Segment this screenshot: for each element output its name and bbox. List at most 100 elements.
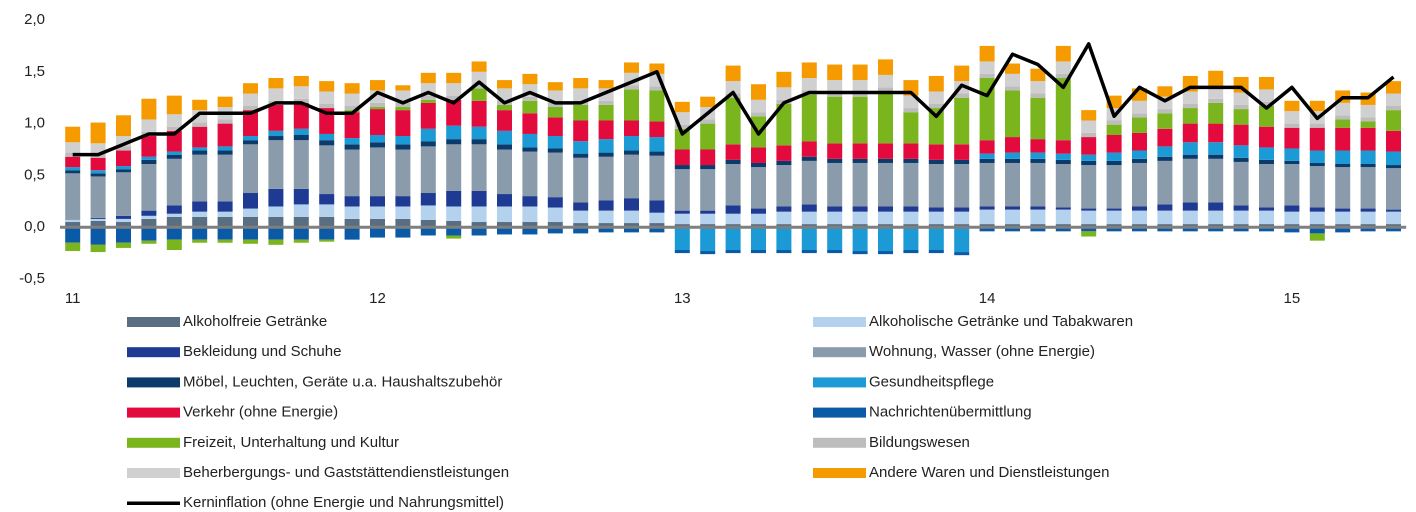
- bar-segment: [243, 144, 258, 194]
- bar-segment: [1081, 110, 1097, 121]
- bar-segment: [141, 218, 157, 228]
- bar-segment: [852, 92, 868, 97]
- legend-swatch: [813, 437, 866, 448]
- bar-segment: [116, 166, 131, 170]
- bar-segment: [471, 227, 487, 236]
- bar-segment: [624, 150, 639, 155]
- bar-segment: [370, 107, 385, 110]
- bar-segment: [1055, 227, 1071, 232]
- bar-segment: [827, 227, 843, 250]
- legend-swatch: [127, 468, 180, 478]
- bar-segment: [370, 134, 385, 143]
- bar-segment: [674, 128, 690, 150]
- bar-segment: [827, 162, 843, 207]
- bar-segment: [1030, 224, 1046, 228]
- bar-segment: [370, 80, 385, 91]
- bar-segment: [979, 162, 995, 207]
- bar-segment: [217, 201, 233, 212]
- legend-swatch: [813, 317, 866, 327]
- bar-segment: [674, 227, 690, 250]
- bar-segment: [1132, 150, 1147, 159]
- bar-segment: [1386, 130, 1401, 152]
- bar-segment: [1208, 158, 1224, 203]
- bar-segment: [471, 222, 487, 228]
- bar-segment: [268, 88, 284, 101]
- bar-segment: [116, 169, 131, 173]
- bar-segment: [547, 197, 563, 208]
- bar-segment: [1309, 166, 1325, 208]
- bar-segment: [420, 128, 436, 142]
- bar-segment: [1284, 148, 1300, 161]
- bar-segment: [90, 227, 106, 245]
- bar-segment: [116, 242, 131, 248]
- bar-segment: [1132, 132, 1147, 151]
- bar-segment: [573, 223, 589, 228]
- bar-segment: [1030, 93, 1046, 98]
- bar-segment: [243, 83, 258, 94]
- bar-segment: [116, 172, 131, 216]
- bar-segment: [522, 227, 538, 235]
- bar-segment: [344, 196, 360, 207]
- bar-segment: [446, 206, 462, 221]
- bar-segment: [903, 249, 919, 254]
- bar-segment: [141, 227, 157, 241]
- bar-segment: [776, 165, 792, 207]
- bar-segment: [370, 227, 385, 238]
- bar-segment: [370, 218, 385, 228]
- bar-segment: [547, 148, 563, 153]
- bar-segment: [928, 227, 944, 250]
- bar-segment: [725, 81, 741, 94]
- bar-segment: [1335, 164, 1351, 168]
- line: [72, 42, 1395, 157]
- bar-segment: [547, 222, 563, 228]
- bar-segment: [1055, 207, 1071, 210]
- bar-segment: [928, 75, 944, 92]
- bar-segment: [1030, 139, 1046, 153]
- bar-segment: [979, 158, 995, 163]
- bar-segment: [1182, 91, 1198, 104]
- bar-segment: [827, 96, 843, 144]
- bar-segment: [166, 114, 182, 127]
- bar-segment: [1005, 63, 1020, 74]
- bar-segment: [522, 133, 538, 148]
- bar-segment: [65, 242, 81, 252]
- bar-segment: [268, 206, 284, 217]
- bar-segment: [319, 216, 335, 228]
- bar-segment: [1386, 168, 1401, 210]
- bar-segment: [1233, 145, 1249, 158]
- bar-segment: [243, 239, 258, 244]
- bar-segment: [1182, 142, 1198, 155]
- bar-segment: [217, 119, 233, 124]
- bar-segment: [1360, 224, 1376, 228]
- bar-segment: [878, 74, 893, 88]
- bar-segment: [217, 123, 233, 147]
- bar-segment: [878, 206, 893, 212]
- bar-segment: [420, 146, 436, 194]
- bar-segment: [1132, 113, 1147, 118]
- bar-segment: [573, 88, 589, 101]
- bar-segment: [751, 249, 766, 254]
- bar-segment: [1386, 151, 1401, 166]
- bar-segment: [395, 102, 411, 108]
- bar-segment: [1386, 227, 1401, 232]
- bar-segment: [827, 80, 843, 93]
- bar-segment: [674, 249, 690, 254]
- bar-segment: [700, 169, 716, 211]
- bar-segment: [954, 164, 970, 208]
- bar-segment: [649, 227, 665, 233]
- bar-segment: [751, 208, 766, 214]
- bar-segment: [90, 244, 106, 253]
- bar-segment: [90, 220, 106, 228]
- bar-segment: [1005, 152, 1020, 159]
- bar-segment: [954, 252, 970, 256]
- bar-segment: [1055, 61, 1071, 74]
- bar-segment: [801, 141, 817, 157]
- bar-segment: [1081, 137, 1097, 155]
- bar-segment: [1106, 208, 1122, 211]
- bar-segment: [1284, 164, 1300, 206]
- bar-segment: [624, 227, 639, 233]
- bar-segment: [344, 227, 360, 240]
- bar-segment: [1284, 227, 1300, 233]
- bar-segment: [903, 108, 919, 113]
- bar-segment: [954, 159, 970, 165]
